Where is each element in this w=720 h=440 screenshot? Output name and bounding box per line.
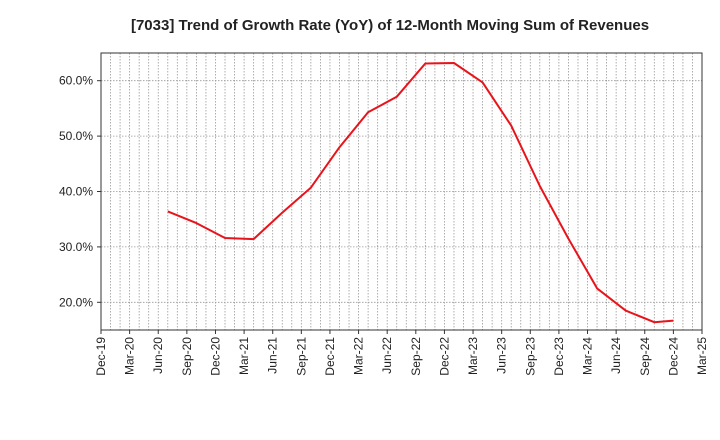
x-tick-label: Mar-21 <box>237 337 251 375</box>
gridlines <box>101 53 702 330</box>
x-tick-label: Jun-21 <box>266 337 280 374</box>
x-tick-label: Jun-20 <box>151 337 165 374</box>
series-line <box>167 62 674 324</box>
y-tick-label: 30.0% <box>59 240 93 254</box>
x-tick-label: Mar-22 <box>352 337 366 375</box>
x-tick-label: Dec-22 <box>437 337 451 376</box>
x-tick-label: Jun-23 <box>495 337 509 374</box>
y-axis-tick-labels: 20.0% 30.0% 40.0% 50.0% 60.0% <box>59 74 101 309</box>
y-tick-label: 20.0% <box>59 295 93 309</box>
x-tick-label: Mar-25 <box>695 337 709 375</box>
series-group <box>167 62 674 324</box>
x-tick-label: Jun-22 <box>380 337 394 374</box>
x-tick-label: Sep-23 <box>523 337 537 376</box>
x-tick-label: Mar-20 <box>123 337 137 375</box>
x-tick-label: Sep-21 <box>294 337 308 376</box>
x-tick-label: Sep-20 <box>180 337 194 376</box>
x-tick-label: Dec-21 <box>323 337 337 376</box>
x-tick-label: Sep-22 <box>409 337 423 376</box>
y-tick-label: 50.0% <box>59 129 93 143</box>
y-tick-label: 60.0% <box>59 74 93 88</box>
x-tick-label: Dec-20 <box>208 337 222 376</box>
x-tick-label: Jun-24 <box>609 337 623 374</box>
chart-title: [7033] Trend of Growth Rate (YoY) of 12-… <box>131 17 649 34</box>
y-tick-label: 40.0% <box>59 185 93 199</box>
x-tick-label: Dec-24 <box>666 337 680 376</box>
x-tick-label: Mar-24 <box>581 337 595 375</box>
x-tick-label: Sep-24 <box>638 337 652 376</box>
x-tick-label: Dec-19 <box>94 337 108 376</box>
x-tick-label: Dec-23 <box>552 337 566 376</box>
x-axis-tick-labels: Dec-19 Mar-20 Jun-20 Sep-20 Dec-20 Mar-21 Jun-… <box>94 330 709 376</box>
x-tick-label: Mar-23 <box>466 337 480 375</box>
plot-frame <box>100 52 703 331</box>
